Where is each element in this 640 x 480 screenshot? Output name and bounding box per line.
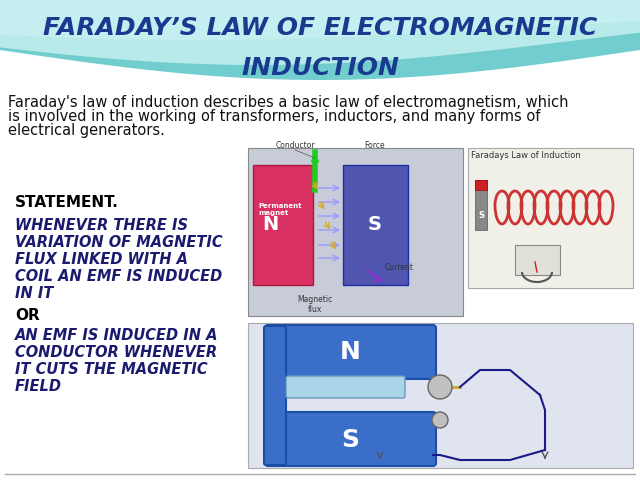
Text: S: S [368, 216, 382, 235]
Text: CONDUCTOR WHENEVER: CONDUCTOR WHENEVER [15, 345, 217, 360]
Circle shape [432, 412, 448, 428]
FancyBboxPatch shape [264, 326, 286, 465]
Text: WHENEVER THERE IS: WHENEVER THERE IS [15, 218, 188, 233]
Bar [515, 245, 560, 275]
Polygon shape [0, 0, 640, 40]
Text: IT CUTS THE MAGNETIC: IT CUTS THE MAGNETIC [15, 362, 207, 377]
Text: Conductor: Conductor [275, 141, 315, 150]
FancyBboxPatch shape [265, 325, 436, 379]
Text: S: S [478, 212, 484, 220]
Text: COIL AN EMF IS INDUCED: COIL AN EMF IS INDUCED [15, 269, 222, 284]
Bar [0, 0, 640, 50]
Text: Magnetic
flux: Magnetic flux [298, 295, 333, 314]
Text: S: S [341, 428, 359, 452]
Text: AN EMF IS INDUCED IN A: AN EMF IS INDUCED IN A [15, 328, 218, 343]
Text: Current: Current [385, 264, 414, 273]
Text: FARADAY’S LAW OF ELECTROMAGNETIC: FARADAY’S LAW OF ELECTROMAGNETIC [43, 16, 597, 40]
Bar [248, 148, 463, 316]
Circle shape [428, 375, 452, 399]
Text: IN IT: IN IT [15, 286, 53, 301]
Bar [248, 323, 633, 468]
Text: Permanent
magnet: Permanent magnet [258, 204, 301, 216]
Polygon shape [0, 0, 640, 80]
Text: electrical generators.: electrical generators. [8, 123, 165, 138]
FancyBboxPatch shape [265, 412, 436, 466]
FancyBboxPatch shape [253, 165, 313, 285]
FancyBboxPatch shape [286, 376, 405, 398]
Text: N: N [262, 216, 278, 235]
Text: Faradays Law of Induction: Faradays Law of Induction [471, 151, 580, 160]
Text: OR: OR [15, 308, 40, 323]
Text: INDUCTION: INDUCTION [241, 56, 399, 80]
Bar [475, 180, 487, 190]
Text: VARIATION OF MAGNETIC: VARIATION OF MAGNETIC [15, 235, 223, 250]
Text: Faraday's law of induction describes a basic law of electromagnetism, which: Faraday's law of induction describes a b… [8, 95, 568, 110]
FancyBboxPatch shape [343, 165, 408, 285]
Text: Force: Force [365, 141, 385, 150]
Text: is involved in the working of transformers, inductors, and many forms of: is involved in the working of transforme… [8, 109, 540, 124]
Text: STATEMENT.: STATEMENT. [15, 195, 119, 210]
Text: FLUX LINKED WITH A: FLUX LINKED WITH A [15, 252, 188, 267]
Text: FIELD: FIELD [15, 379, 62, 394]
Polygon shape [0, 0, 640, 65]
Text: N: N [340, 340, 360, 364]
Bar [475, 180, 487, 230]
Bar [468, 148, 633, 288]
